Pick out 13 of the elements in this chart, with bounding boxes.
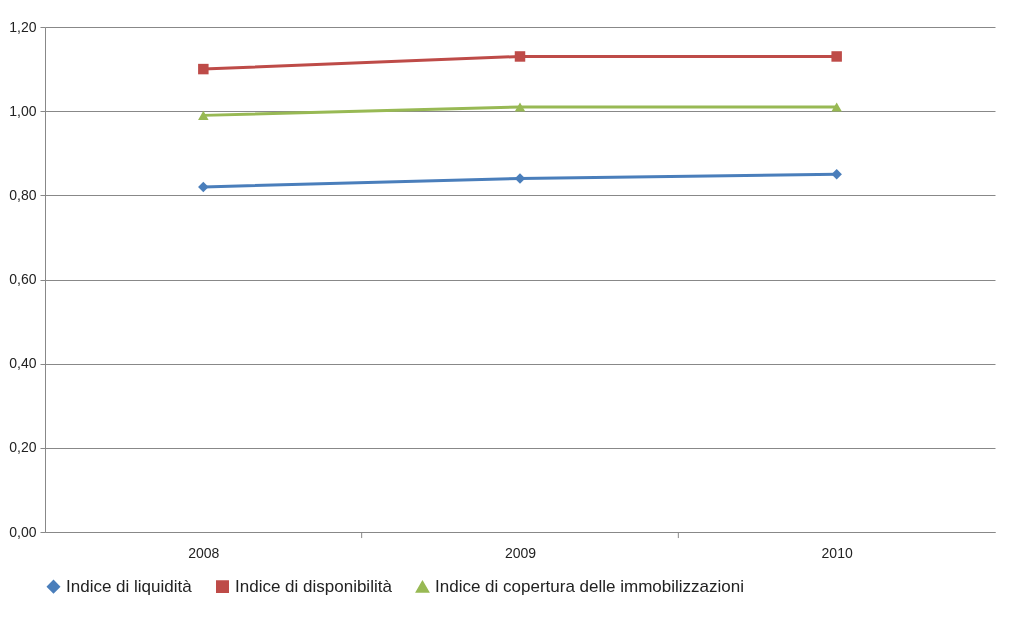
y-tick-label: 0,80 bbox=[9, 186, 37, 203]
y-tick-label: 0,40 bbox=[9, 355, 37, 372]
y-tick-label: 1,20 bbox=[9, 18, 37, 35]
y-tick-label: 0,60 bbox=[9, 271, 37, 287]
legend-label: Indice di copertura delle immobilizzazioni bbox=[435, 576, 744, 596]
x-tick-label: 2009 bbox=[504, 544, 537, 561]
legend-label: Indice di liquidità bbox=[66, 576, 193, 596]
x-tick-label: 2008 bbox=[188, 544, 220, 561]
y-tick-label: 1,00 bbox=[9, 102, 37, 119]
legend-label: Indice di disponibilità bbox=[235, 576, 393, 596]
y-tick-label: 0,20 bbox=[9, 439, 37, 456]
y-tick-label: 0,00 bbox=[9, 523, 37, 540]
x-tick-label: 2010 bbox=[821, 544, 853, 561]
